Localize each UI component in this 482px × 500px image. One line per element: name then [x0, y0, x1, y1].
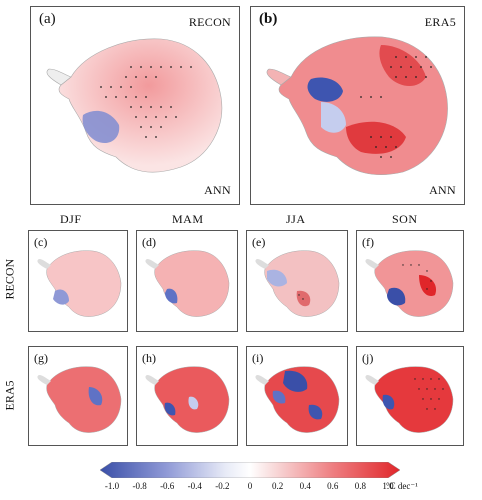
- season-header-mam: MAM: [172, 212, 204, 226]
- panel-j: (j): [356, 346, 464, 446]
- colorbar-tick-label: 0.2: [271, 481, 284, 491]
- antarctica-map-b: [266, 36, 448, 175]
- panel-g: (g): [28, 346, 128, 446]
- panel-label-g: (g): [34, 351, 48, 365]
- panel-label-c: (c): [34, 235, 48, 249]
- panel-label-f: (f): [362, 235, 374, 249]
- panel-h: (h): [136, 346, 238, 446]
- colorbar-tick-label: 0.6: [327, 481, 339, 491]
- season-label-a: ANN: [204, 183, 231, 197]
- colorbar-tick-label: 0.4: [299, 481, 311, 491]
- colorbar-bar: [100, 462, 400, 478]
- season-label-b: ANN: [429, 183, 456, 197]
- antarctica-map-e: [255, 250, 340, 317]
- colorbar: [100, 462, 400, 478]
- colorbar-tick-label: 1.0: [382, 481, 394, 491]
- panel-label-h: (h): [142, 351, 156, 365]
- panel-f: (f): [356, 230, 464, 332]
- panel-label-b: (b): [259, 11, 278, 27]
- antarctica-map-f: [365, 250, 454, 317]
- panel-label-e: (e): [252, 235, 266, 249]
- antarctica-map-h: [145, 366, 230, 433]
- colorbar-tick-label: -0.6: [160, 481, 175, 491]
- row-label-recon: RECON: [2, 258, 17, 300]
- row-label-era5: ERA5: [2, 380, 17, 411]
- antarctica-map-c: [37, 250, 122, 317]
- antarctica-map-g: [37, 366, 122, 433]
- panel-label-i: (i): [252, 351, 264, 365]
- significance-dots-b: [360, 56, 432, 158]
- antarctica-map-a: [46, 38, 223, 173]
- panel-i: (i): [246, 346, 348, 446]
- source-label-a: RECON: [188, 15, 231, 29]
- panel-a: (a) RECON ANN: [30, 6, 240, 205]
- panel-d: (d): [136, 230, 238, 332]
- panel-label-d: (d): [142, 235, 156, 249]
- panel-label-a: (a): [39, 11, 56, 27]
- season-header-son: SON: [392, 212, 418, 226]
- colorbar-unit: °C dec⁻¹: [386, 481, 418, 491]
- antarctica-map-i: [255, 366, 340, 433]
- colorbar-tick-label: -0.8: [132, 481, 147, 491]
- significance-dots-a: [100, 66, 192, 138]
- colorbar-tick-label: -1.0: [104, 481, 120, 491]
- panel-e: (e): [246, 230, 348, 332]
- antarctica-map-j: [365, 366, 454, 433]
- season-header-djf: DJF: [60, 212, 82, 226]
- colorbar-tick-label: -0.2: [215, 481, 230, 491]
- panel-c: (c): [28, 230, 128, 332]
- antarctica-map-d: [145, 250, 230, 317]
- colorbar-tick-label: -0.4: [187, 481, 202, 491]
- colorbar-tick-label: 0.8: [354, 481, 367, 491]
- season-header-jja: JJA: [286, 212, 306, 226]
- colorbar-tick-label: 0: [247, 481, 253, 491]
- panel-b: (b) ERA5 ANN: [250, 6, 465, 205]
- panel-label-j: (j): [362, 351, 374, 365]
- source-label-b: ERA5: [424, 15, 456, 29]
